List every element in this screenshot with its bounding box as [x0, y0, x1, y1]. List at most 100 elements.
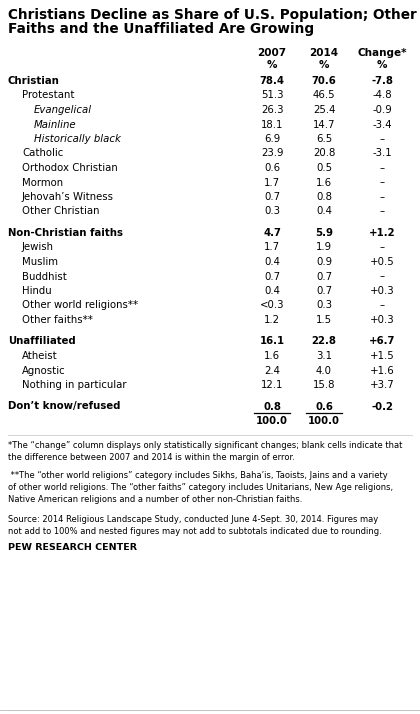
Text: 0.9: 0.9 [316, 257, 332, 267]
Text: 25.4: 25.4 [313, 105, 335, 115]
Text: PEW RESEARCH CENTER: PEW RESEARCH CENTER [8, 543, 137, 551]
Text: Mainline: Mainline [34, 119, 76, 129]
Text: Christians Decline as Share of U.S. Population; Other: Christians Decline as Share of U.S. Popu… [8, 8, 417, 22]
Text: Protestant: Protestant [22, 91, 74, 101]
Text: Don’t know/refused: Don’t know/refused [8, 401, 121, 411]
Text: Mormon: Mormon [22, 178, 63, 188]
Text: Jewish: Jewish [22, 243, 54, 253]
Text: 0.7: 0.7 [316, 286, 332, 296]
Text: +1.5: +1.5 [370, 351, 394, 361]
Text: 6.5: 6.5 [316, 134, 332, 144]
Text: –: – [379, 178, 385, 188]
Text: +1.6: +1.6 [370, 366, 394, 376]
Text: 0.7: 0.7 [316, 271, 332, 281]
Text: Other Christian: Other Christian [22, 206, 100, 216]
Text: **The “other world religions” category includes Sikhs, Baha’is, Taoists, Jains a: **The “other world religions” category i… [8, 471, 393, 505]
Text: Other faiths**: Other faiths** [22, 315, 93, 325]
Text: 0.6: 0.6 [315, 401, 333, 411]
Text: –: – [379, 243, 385, 253]
Text: 70.6: 70.6 [312, 76, 336, 86]
Text: –: – [379, 163, 385, 173]
Text: 4.0: 4.0 [316, 366, 332, 376]
Text: Historically black: Historically black [34, 134, 121, 144]
Text: Hindu: Hindu [22, 286, 52, 296]
Text: 0.7: 0.7 [264, 271, 280, 281]
Text: -7.8: -7.8 [371, 76, 393, 86]
Text: +6.7: +6.7 [369, 336, 395, 346]
Text: –: – [379, 192, 385, 202]
Text: 4.7: 4.7 [263, 228, 281, 238]
Text: –: – [379, 206, 385, 216]
Text: Agnostic: Agnostic [22, 366, 66, 376]
Text: 12.1: 12.1 [261, 380, 283, 390]
Text: 0.3: 0.3 [264, 206, 280, 216]
Text: Buddhist: Buddhist [22, 271, 67, 281]
Text: 0.3: 0.3 [316, 301, 332, 311]
Text: +0.5: +0.5 [370, 257, 394, 267]
Text: 20.8: 20.8 [313, 149, 335, 159]
Text: %: % [377, 60, 387, 70]
Text: –: – [379, 271, 385, 281]
Text: 1.7: 1.7 [264, 243, 280, 253]
Text: 0.8: 0.8 [316, 192, 332, 202]
Text: 6.9: 6.9 [264, 134, 280, 144]
Text: 3.1: 3.1 [316, 351, 332, 361]
Text: Jehovah’s Witness: Jehovah’s Witness [22, 192, 114, 202]
Text: +0.3: +0.3 [370, 315, 394, 325]
Text: 100.0: 100.0 [256, 416, 288, 426]
Text: 0.6: 0.6 [264, 163, 280, 173]
Text: 18.1: 18.1 [261, 119, 283, 129]
Text: Nothing in particular: Nothing in particular [22, 380, 126, 390]
Text: 16.1: 16.1 [260, 336, 285, 346]
Text: 1.5: 1.5 [316, 315, 332, 325]
Text: Unaffiliated: Unaffiliated [8, 336, 76, 346]
Text: Evangelical: Evangelical [34, 105, 92, 115]
Text: -3.4: -3.4 [372, 119, 392, 129]
Text: 1.7: 1.7 [264, 178, 280, 188]
Text: 14.7: 14.7 [313, 119, 335, 129]
Text: 0.4: 0.4 [316, 206, 332, 216]
Text: Other world religions**: Other world religions** [22, 301, 138, 311]
Text: <0.3: <0.3 [260, 301, 284, 311]
Text: Muslim: Muslim [22, 257, 58, 267]
Text: 5.9: 5.9 [315, 228, 333, 238]
Text: +3.7: +3.7 [370, 380, 394, 390]
Text: Change*: Change* [357, 48, 407, 58]
Text: Non-Christian faiths: Non-Christian faiths [8, 228, 123, 238]
Text: –: – [379, 301, 385, 311]
Text: 15.8: 15.8 [313, 380, 335, 390]
Text: -0.2: -0.2 [371, 401, 393, 411]
Text: 0.8: 0.8 [263, 401, 281, 411]
Text: +1.2: +1.2 [369, 228, 395, 238]
Text: 1.2: 1.2 [264, 315, 280, 325]
Text: +0.3: +0.3 [370, 286, 394, 296]
Text: 46.5: 46.5 [312, 91, 335, 101]
Text: 1.9: 1.9 [316, 243, 332, 253]
Text: 2014: 2014 [310, 48, 339, 58]
Text: 23.9: 23.9 [261, 149, 283, 159]
Text: %: % [319, 60, 329, 70]
Text: Source: 2014 Religious Landscape Study, conducted June 4-Sept. 30, 2014. Figures: Source: 2014 Religious Landscape Study, … [8, 515, 382, 536]
Text: %: % [267, 60, 277, 70]
Text: Catholic: Catholic [22, 149, 63, 159]
Text: -4.8: -4.8 [372, 91, 392, 101]
Text: 0.5: 0.5 [316, 163, 332, 173]
Text: –: – [379, 134, 385, 144]
Text: 51.3: 51.3 [261, 91, 283, 101]
Text: 100.0: 100.0 [308, 416, 340, 426]
Text: 22.8: 22.8 [312, 336, 336, 346]
Text: *The “change” column displays only statistically significant changes; blank cell: *The “change” column displays only stati… [8, 441, 402, 462]
Text: 1.6: 1.6 [264, 351, 280, 361]
Text: Christian: Christian [8, 76, 60, 86]
Text: Atheist: Atheist [22, 351, 58, 361]
Text: 2.4: 2.4 [264, 366, 280, 376]
Text: 0.4: 0.4 [264, 257, 280, 267]
Text: 2007: 2007 [257, 48, 286, 58]
Text: Faiths and the Unaffiliated Are Growing: Faiths and the Unaffiliated Are Growing [8, 22, 314, 36]
Text: 0.7: 0.7 [264, 192, 280, 202]
Text: 78.4: 78.4 [260, 76, 284, 86]
Text: -3.1: -3.1 [372, 149, 392, 159]
Text: 0.4: 0.4 [264, 286, 280, 296]
Text: 1.6: 1.6 [316, 178, 332, 188]
Text: -0.9: -0.9 [372, 105, 392, 115]
